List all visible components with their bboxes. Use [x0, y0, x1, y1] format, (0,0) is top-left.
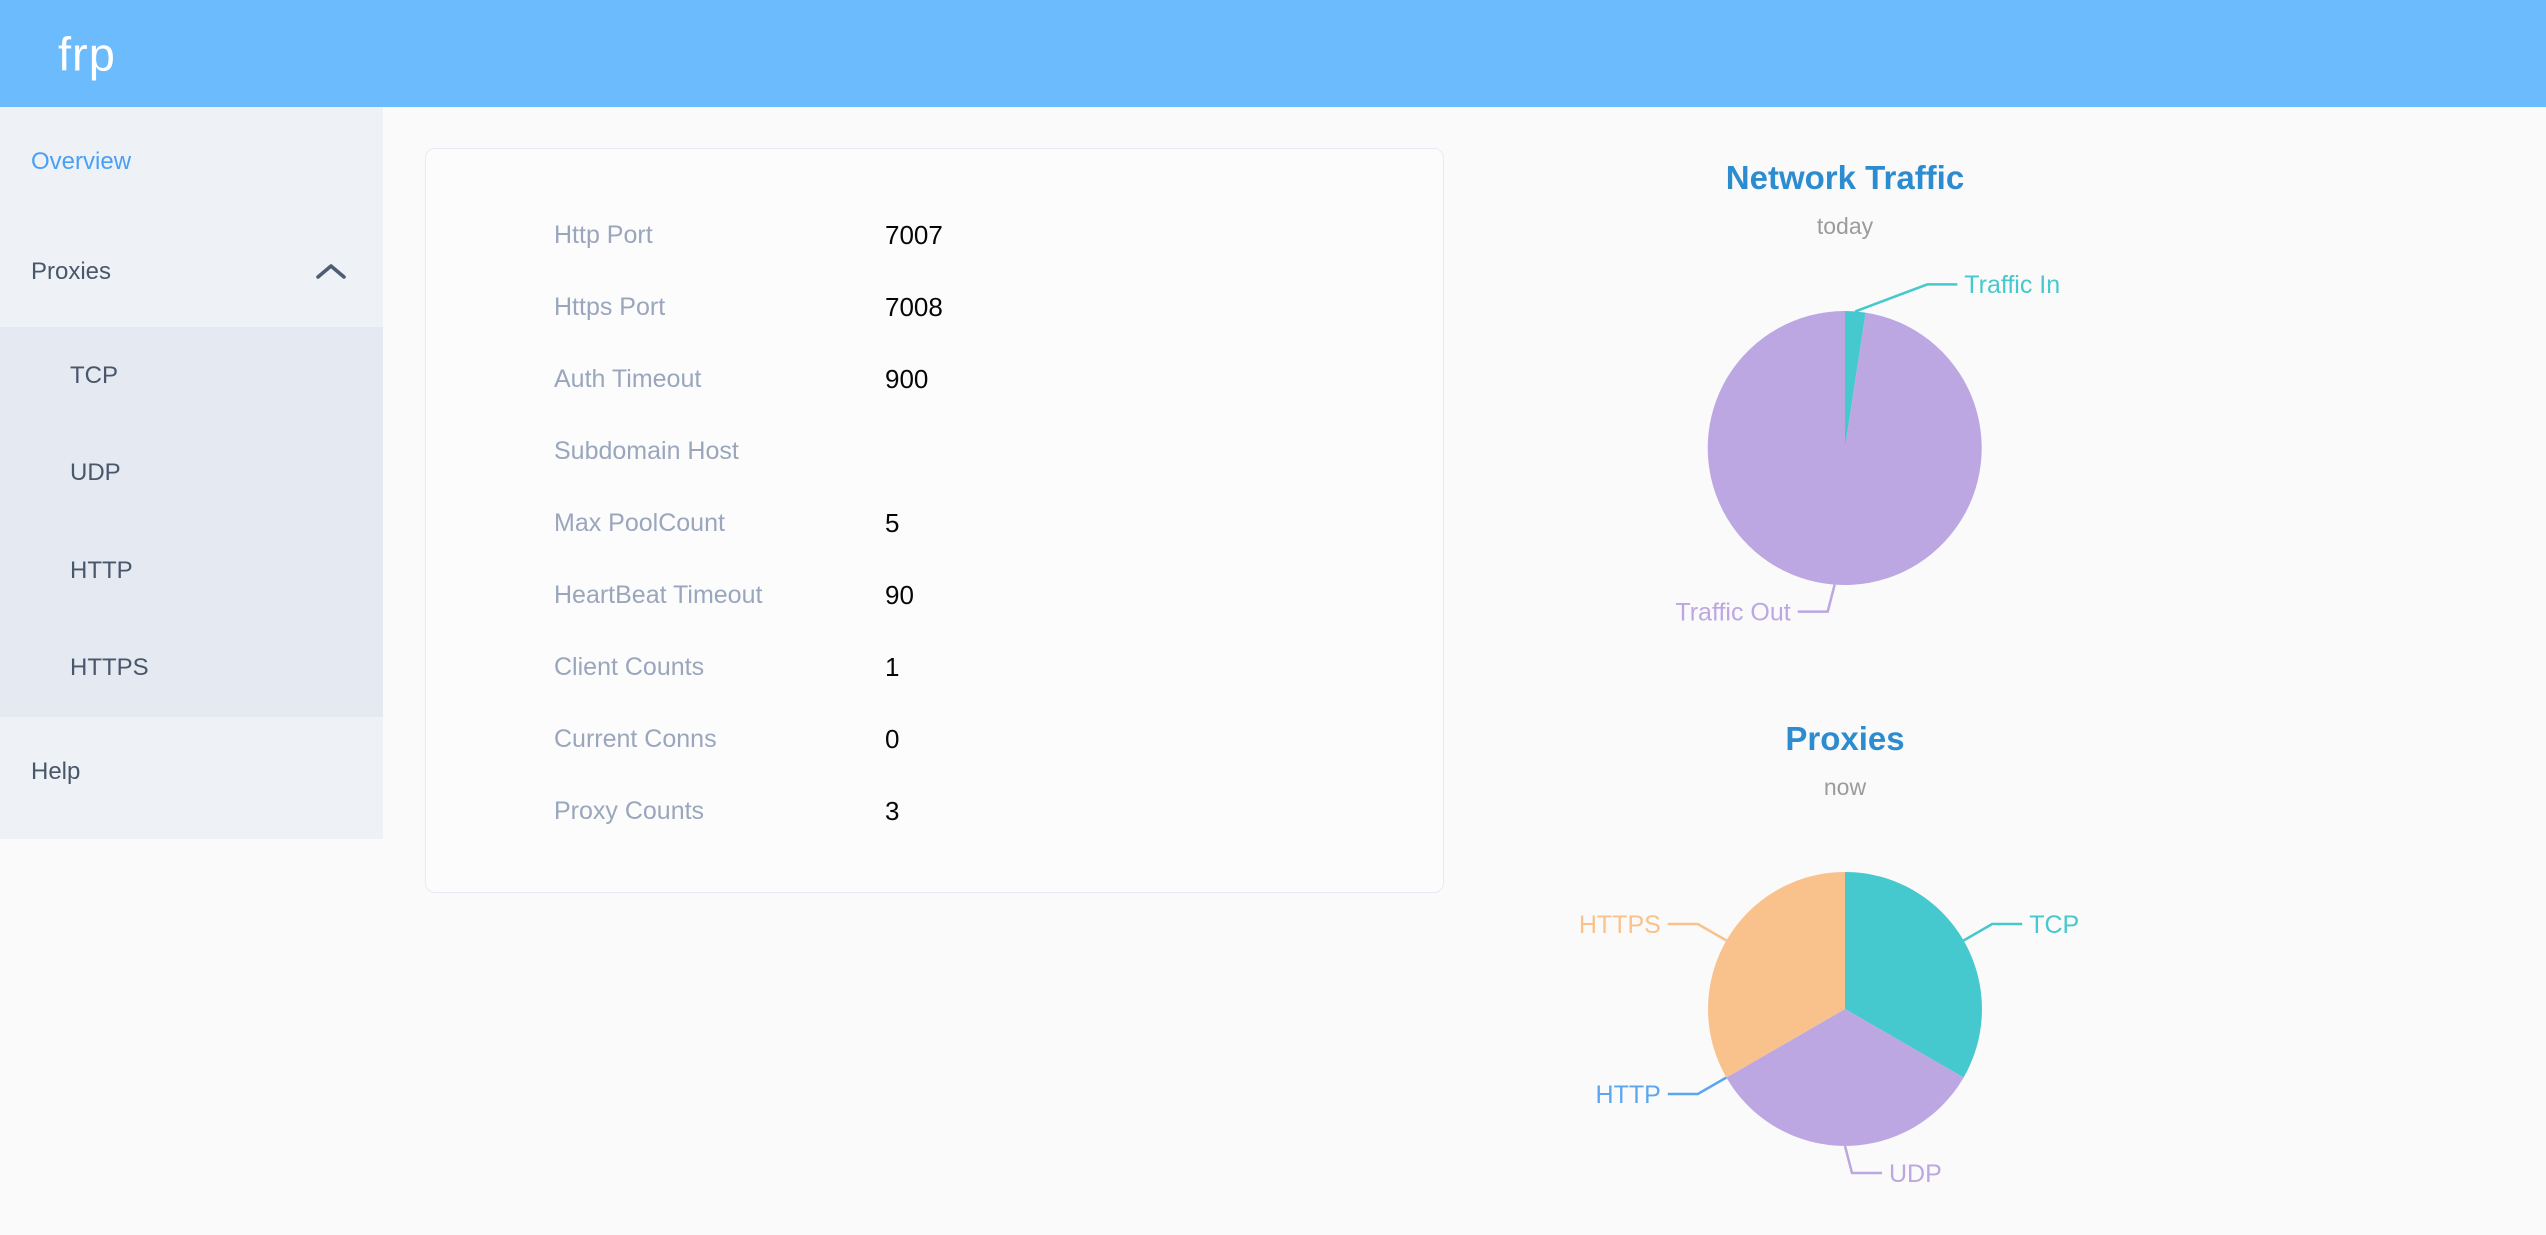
info-row-auth-timeout: Auth Timeout 900: [426, 343, 1443, 415]
network-traffic-chart: Network Traffic today Traffic In Traffic …: [1464, 107, 2226, 668]
info-row-client-counts: Client Counts 1: [426, 631, 1443, 703]
sidebar-item-label: TCP: [70, 361, 118, 389]
info-value: 0: [885, 723, 900, 754]
chart-title: Proxies: [1785, 720, 1905, 757]
pie-slice-udp[interactable]: [1726, 1009, 1964, 1146]
sidebar-item-help[interactable]: Help: [0, 717, 383, 827]
proxies-pie: TCP UDP HTTP HTTPS: [1579, 872, 2079, 1188]
info-row-http-port: Http Port 7007: [426, 199, 1443, 271]
sidebar-item-label: HTTPS: [70, 654, 149, 682]
app-logo: frp: [58, 27, 116, 80]
info-value: 90: [885, 579, 914, 610]
info-row-subdomain-host: Subdomain Host: [426, 415, 1443, 487]
info-label: Http Port: [554, 220, 653, 249]
pie-slice-https[interactable]: [1708, 872, 1845, 1078]
info-label: Https Port: [554, 292, 666, 321]
chart-subtitle: today: [1816, 213, 1874, 239]
info-value: 7007: [885, 219, 943, 250]
pie-label-line: [1854, 283, 1958, 313]
pie-label-traffic-in: Traffic In: [1964, 271, 2060, 299]
info-value: 900: [885, 363, 929, 394]
server-info-card: Http Port 7007 Https Port 7008 Auth Timeout 9…: [425, 148, 1444, 893]
info-label: Client Counts: [554, 652, 705, 681]
sidebar-item-http[interactable]: HTTP: [0, 522, 383, 620]
info-label: Current Conns: [554, 724, 717, 753]
sidebar-item-label: Overview: [31, 148, 132, 175]
sidebar-item-overview[interactable]: Overview: [0, 107, 383, 217]
sidebar-item-https[interactable]: HTTPS: [0, 620, 383, 718]
pie-slice-traffic-out[interactable]: [1707, 310, 1982, 585]
charts-column: Network Traffic today Traffic In Traffic …: [1464, 107, 2226, 1229]
pie-label-udp: UDP: [1889, 1160, 1942, 1188]
sidebar-item-proxies[interactable]: Proxies: [0, 217, 383, 327]
info-row-max-poolcount: Max PoolCount 5: [426, 487, 1443, 559]
info-label: HeartBeat Timeout: [554, 580, 763, 609]
info-row-proxy-counts: Proxy Counts 3: [426, 775, 1443, 847]
chevron-up-icon: [313, 261, 349, 283]
info-row-https-port: Https Port 7008: [426, 271, 1443, 343]
chart-title: Network Traffic: [1725, 159, 1965, 196]
info-value: 3: [885, 795, 900, 826]
info-label: Subdomain Host: [554, 436, 739, 465]
pie-label-http: HTTP: [1596, 1081, 1661, 1109]
sidebar-item-udp[interactable]: UDP: [0, 425, 383, 523]
info-value: 5: [885, 507, 900, 538]
info-value: 1: [885, 651, 900, 682]
chart-subtitle: now: [1823, 774, 1867, 800]
info-row-current-conns: Current Conns 0: [426, 703, 1443, 775]
pie-label-line: [1667, 922, 1728, 942]
info-label: Proxy Counts: [554, 796, 705, 825]
pie-label-line: [1797, 584, 1836, 613]
sidebar-item-tcp[interactable]: TCP: [0, 327, 383, 425]
pie-label-line: [1843, 1145, 1882, 1175]
info-row-heartbeat-timeout: HeartBeat Timeout 90: [426, 559, 1443, 631]
sidebar-submenu: TCP UDP HTTP HTTPS: [0, 327, 383, 717]
pie-label-tcp: TCP: [2029, 911, 2079, 939]
network-traffic-pie: Traffic In Traffic Out: [1675, 271, 2060, 626]
proxies-chart: Proxies now TCP UDP HTTP HTTPS: [1464, 668, 2226, 1229]
sidebar-item-label: UDP: [70, 459, 121, 487]
pie-label-https: HTTPS: [1579, 911, 1661, 939]
pie-slice-tcp[interactable]: [1845, 872, 1982, 1078]
pie-label-traffic-out: Traffic Out: [1675, 598, 1790, 626]
sidebar-nav: Overview Proxies TCP UDP HTTP HTTPS Help: [0, 107, 383, 839]
sidebar-item-label: Proxies: [31, 258, 112, 285]
sidebar-item-label: Help: [31, 758, 81, 785]
info-value: 7008: [885, 291, 943, 322]
pie-label-line: [1667, 1076, 1728, 1096]
pie-slice-traffic-in[interactable]: [1845, 311, 1866, 448]
pie-label-line: [1962, 922, 2023, 942]
info-label: Max PoolCount: [554, 508, 725, 537]
app-header: frp: [0, 0, 2546, 107]
sidebar-item-label: HTTP: [70, 556, 133, 584]
info-label: Auth Timeout: [554, 364, 702, 393]
